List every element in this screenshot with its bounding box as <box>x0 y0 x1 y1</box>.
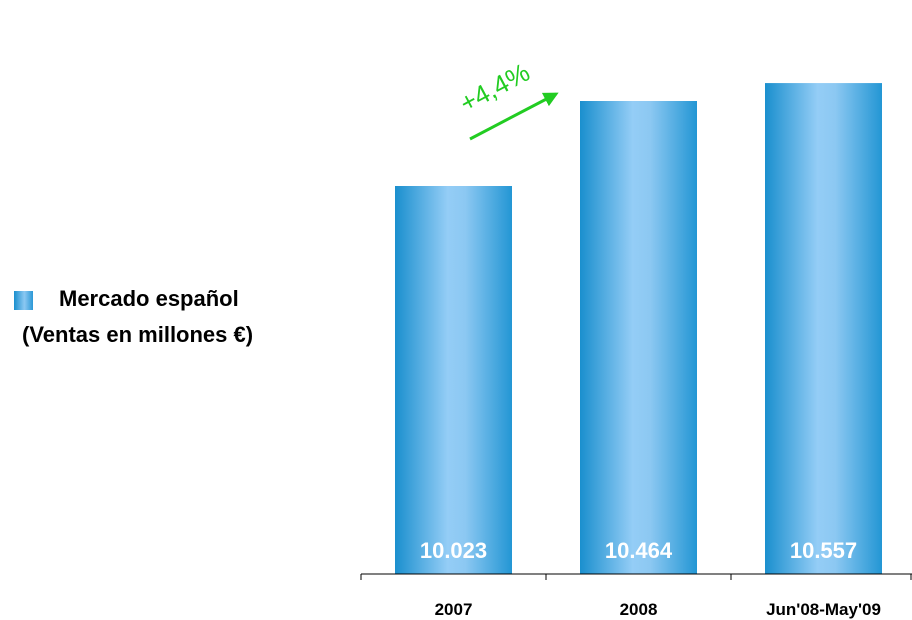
category-label-0: 2007 <box>435 600 473 619</box>
category-label-1: 2008 <box>620 600 658 619</box>
data-label-2: 10.557 <box>790 538 857 563</box>
x-axis <box>360 573 912 580</box>
legend-sublabel: (Ventas en millones €) <box>22 322 254 347</box>
labels-group: 10.023 2007 10.464 2008 10.557 Jun'08-May'09 <box>420 538 881 619</box>
bar-1 <box>580 101 697 574</box>
growth-label: +4,4% <box>455 57 535 118</box>
growth-annotation: +4,4% <box>455 57 559 141</box>
data-label-1: 10.464 <box>605 538 673 563</box>
data-label-0: 10.023 <box>420 538 487 563</box>
growth-arrow <box>469 92 559 141</box>
category-label-2: Jun'08-May'09 <box>766 600 881 619</box>
bar-0 <box>395 186 512 574</box>
legend-swatch <box>14 291 33 310</box>
bar-2 <box>765 83 882 574</box>
bars-group <box>395 83 882 574</box>
legend-label: Mercado español <box>59 286 239 311</box>
